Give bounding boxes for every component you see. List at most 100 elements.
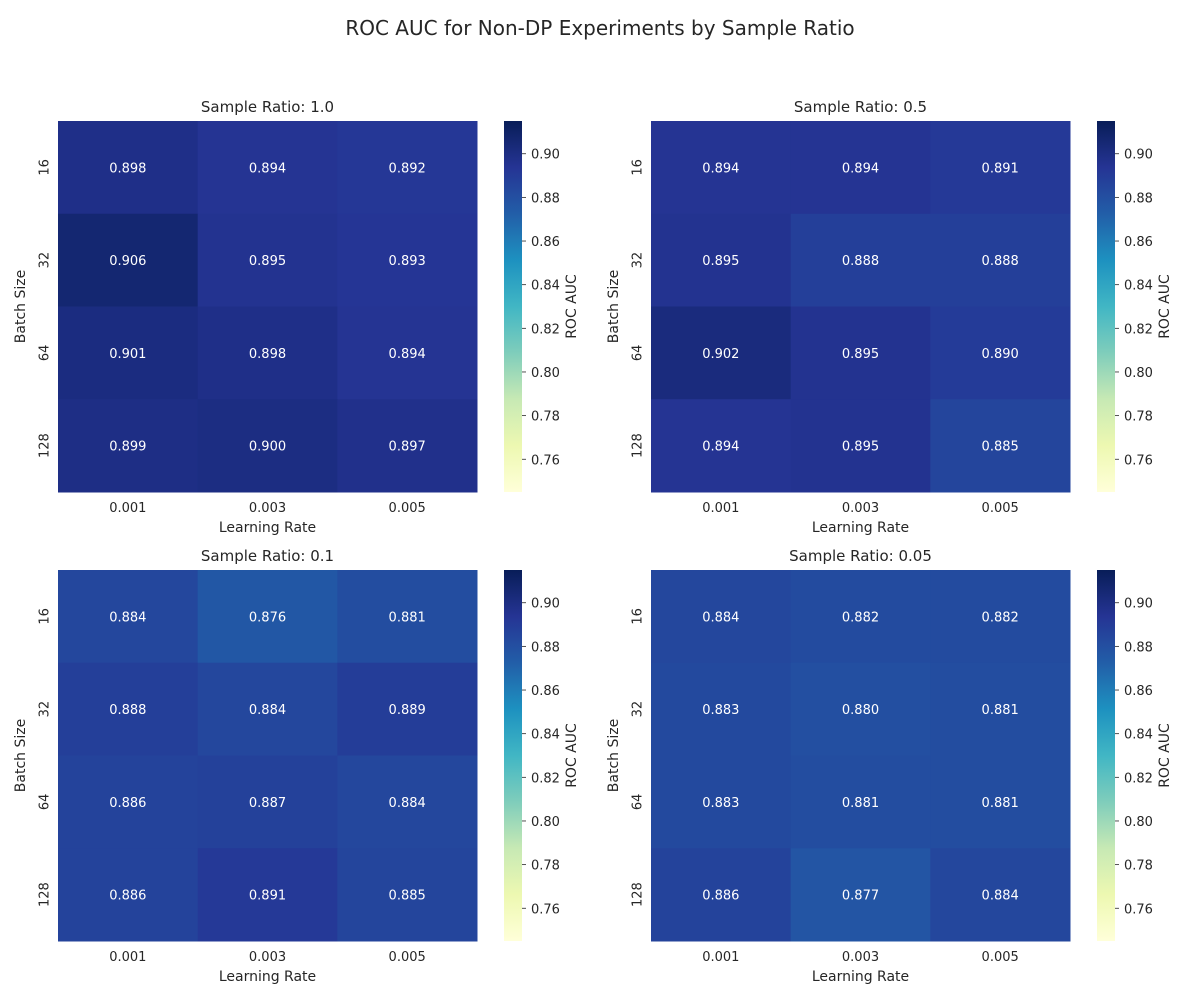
colorbar-tick-label: 0.82 — [531, 322, 560, 337]
heatmap-cell — [197, 306, 338, 400]
colorbar-tick-label: 0.82 — [1124, 771, 1153, 786]
y-tick-label: 32 — [631, 701, 646, 718]
heatmap-cell — [651, 213, 792, 307]
cell-value-label: 0.884 — [109, 610, 146, 625]
heatmap-cell — [337, 399, 478, 493]
cell-value-label: 0.883 — [702, 703, 739, 718]
colorbar-tick-label: 0.78 — [1124, 410, 1153, 425]
cell-value-label: 0.901 — [109, 347, 146, 362]
colorbar-tick-label: 0.90 — [531, 148, 560, 163]
heatmap-cell — [197, 121, 338, 215]
colorbar-tick-label: 0.80 — [1124, 815, 1153, 830]
heatmap-cell — [58, 570, 199, 664]
x-tick-label: 0.005 — [389, 501, 426, 516]
heatmap-cell — [930, 570, 1071, 664]
cell-value-label: 0.886 — [109, 889, 146, 904]
cell-value-label: 0.887 — [249, 796, 286, 811]
x-tick-label: 0.003 — [842, 950, 879, 965]
colorbar-label: ROC AUC — [564, 274, 580, 339]
y-tick-label: 16 — [38, 608, 53, 625]
heatmap-cell — [651, 121, 792, 215]
heatmap-cell — [58, 755, 199, 849]
colorbar-label: ROC AUC — [564, 723, 580, 788]
cell-value-label: 0.897 — [389, 440, 426, 455]
cell-value-label: 0.884 — [982, 889, 1019, 904]
colorbar-label: ROC AUC — [1157, 274, 1173, 339]
x-axis-label: Learning Rate — [812, 969, 909, 985]
heatmap-cell — [790, 213, 931, 307]
heatmap-cell — [337, 121, 478, 215]
heatmap-cell — [58, 213, 199, 307]
cell-value-label: 0.883 — [702, 796, 739, 811]
cell-value-label: 0.886 — [109, 796, 146, 811]
y-axis-label: Batch Size — [13, 719, 29, 792]
cell-value-label: 0.895 — [842, 440, 879, 455]
colorbar-tick-label: 0.86 — [531, 235, 560, 250]
panel-title: Sample Ratio: 0.1 — [201, 547, 334, 565]
cell-value-label: 0.884 — [389, 796, 426, 811]
heatmap-cell — [790, 755, 931, 849]
x-tick-label: 0.005 — [982, 501, 1019, 516]
colorbar-tick-label: 0.80 — [531, 815, 560, 830]
cell-value-label: 0.886 — [702, 889, 739, 904]
heatmap-cell — [197, 848, 338, 942]
colorbar-tick-label: 0.90 — [1124, 148, 1153, 163]
cell-value-label: 0.881 — [982, 703, 1019, 718]
colorbar — [1097, 570, 1115, 941]
colorbar-tick-label: 0.80 — [1124, 366, 1153, 381]
colorbar-tick-label: 0.86 — [1124, 684, 1153, 699]
heatmap-cell — [930, 848, 1071, 942]
heatmap-cell — [58, 662, 199, 756]
heatmap-cell — [197, 570, 338, 664]
y-axis-label: Batch Size — [606, 270, 622, 343]
x-axis-label: Learning Rate — [812, 520, 909, 536]
x-tick-label: 0.003 — [249, 950, 286, 965]
cell-value-label: 0.892 — [389, 161, 426, 176]
cell-value-label: 0.894 — [389, 347, 426, 362]
x-tick-label: 0.003 — [249, 501, 286, 516]
cell-value-label: 0.885 — [389, 889, 426, 904]
x-tick-label: 0.001 — [109, 950, 146, 965]
heatmap-cell — [337, 755, 478, 849]
y-tick-label: 128 — [631, 433, 646, 458]
heatmap-cell — [651, 399, 792, 493]
heatmap-cell — [930, 399, 1071, 493]
heatmap-cell — [58, 121, 199, 215]
colorbar-tick-label: 0.90 — [531, 597, 560, 612]
heatmap-cell — [930, 755, 1071, 849]
y-tick-label: 16 — [38, 159, 53, 176]
cell-value-label: 0.884 — [249, 703, 286, 718]
heatmap-cell — [58, 399, 199, 493]
cell-value-label: 0.894 — [702, 440, 739, 455]
heatmap-cell — [930, 213, 1071, 307]
cell-value-label: 0.895 — [249, 254, 286, 269]
heatmap-cell — [197, 755, 338, 849]
colorbar-tick-label: 0.78 — [531, 410, 560, 425]
cell-value-label: 0.891 — [249, 889, 286, 904]
colorbar-label: ROC AUC — [1157, 723, 1173, 788]
x-tick-label: 0.001 — [702, 501, 739, 516]
cell-value-label: 0.894 — [702, 161, 739, 176]
colorbar-tick-label: 0.84 — [1124, 279, 1153, 294]
colorbar — [1097, 121, 1115, 492]
heatmap-cell — [337, 306, 478, 400]
heatmap-cell — [790, 121, 931, 215]
x-tick-label: 0.001 — [109, 501, 146, 516]
y-tick-label: 64 — [38, 345, 53, 362]
heatmap-cell — [651, 570, 792, 664]
heatmap-panel-1: Sample Ratio: 1.0 0.898 0.894 0.892 0.906 0.8… — [13, 98, 580, 536]
colorbar-tick-label: 0.84 — [531, 279, 560, 294]
colorbar-tick-label: 0.86 — [1124, 235, 1153, 250]
y-axis-label: Batch Size — [13, 270, 29, 343]
cell-value-label: 0.891 — [982, 161, 1019, 176]
cell-value-label: 0.893 — [389, 254, 426, 269]
heatmap-cell — [58, 306, 199, 400]
colorbar-tick-label: 0.88 — [531, 191, 560, 206]
cell-value-label: 0.888 — [842, 254, 879, 269]
colorbar-tick-label: 0.84 — [531, 728, 560, 743]
colorbar-tick-label: 0.84 — [1124, 728, 1153, 743]
y-tick-label: 32 — [631, 252, 646, 269]
cell-value-label: 0.881 — [389, 610, 426, 625]
colorbar-tick-label: 0.76 — [531, 902, 560, 917]
